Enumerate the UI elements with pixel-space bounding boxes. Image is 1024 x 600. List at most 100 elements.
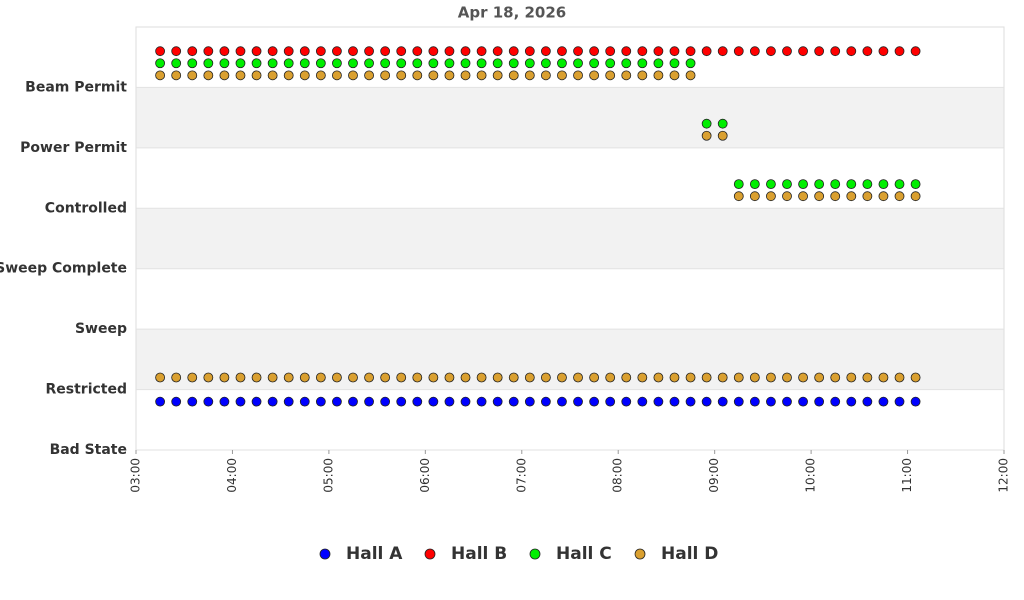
point xyxy=(669,46,680,57)
point xyxy=(155,372,166,383)
point xyxy=(894,179,905,190)
point xyxy=(637,372,648,383)
point xyxy=(589,396,600,407)
point xyxy=(315,58,326,69)
point xyxy=(766,179,776,190)
point xyxy=(444,46,455,57)
point xyxy=(846,191,857,202)
point xyxy=(540,46,551,57)
y-tick-label: Sweep xyxy=(75,321,127,337)
point xyxy=(155,58,166,69)
point xyxy=(524,372,535,383)
point xyxy=(444,396,455,407)
point xyxy=(476,58,487,69)
point xyxy=(798,396,808,407)
point xyxy=(348,58,358,69)
point xyxy=(299,70,310,81)
point xyxy=(605,70,616,81)
point xyxy=(219,396,230,407)
point xyxy=(187,58,198,69)
point xyxy=(557,372,567,383)
point xyxy=(605,396,616,407)
point xyxy=(782,396,792,407)
point xyxy=(460,58,471,69)
point xyxy=(557,58,567,69)
point xyxy=(396,372,407,383)
point xyxy=(862,179,873,190)
point xyxy=(910,372,921,383)
point xyxy=(203,372,214,383)
point xyxy=(251,396,262,407)
point xyxy=(782,179,792,190)
point xyxy=(219,46,230,57)
point xyxy=(428,46,439,57)
point xyxy=(573,58,583,69)
x-tick-label: 11:00 xyxy=(900,458,914,493)
point xyxy=(492,46,503,57)
point xyxy=(701,46,712,57)
point xyxy=(235,396,246,407)
point xyxy=(862,396,873,407)
point xyxy=(508,70,519,81)
point xyxy=(283,396,294,407)
x-tick-label: 08:00 xyxy=(611,458,625,493)
point xyxy=(283,372,294,383)
x-tick-label: 03:00 xyxy=(129,458,143,493)
point xyxy=(476,46,487,57)
point xyxy=(749,46,760,57)
point xyxy=(830,179,841,190)
legend-marker xyxy=(634,548,646,560)
point xyxy=(573,46,583,57)
point xyxy=(589,46,600,57)
point xyxy=(878,191,889,202)
point xyxy=(862,372,873,383)
point xyxy=(380,58,391,69)
point xyxy=(540,372,551,383)
point xyxy=(621,70,632,81)
point xyxy=(412,372,423,383)
x-tick-label: 06:00 xyxy=(418,458,432,493)
legend-label: Hall A xyxy=(346,544,403,564)
point xyxy=(364,372,374,383)
point xyxy=(717,396,728,407)
point xyxy=(733,179,744,190)
point xyxy=(348,396,358,407)
point xyxy=(299,372,310,383)
point xyxy=(508,46,519,57)
point xyxy=(749,396,760,407)
point xyxy=(685,372,696,383)
point xyxy=(299,396,310,407)
point xyxy=(428,58,439,69)
point xyxy=(171,372,182,383)
point xyxy=(203,58,214,69)
point xyxy=(332,372,342,383)
point xyxy=(364,396,374,407)
point xyxy=(235,70,246,81)
point xyxy=(669,70,680,81)
point xyxy=(798,46,808,57)
point xyxy=(846,396,857,407)
y-tick-label: Sweep Complete xyxy=(0,261,127,277)
point xyxy=(219,372,230,383)
point xyxy=(862,191,873,202)
point xyxy=(798,179,808,190)
point xyxy=(315,46,326,57)
point xyxy=(910,46,921,57)
point xyxy=(814,396,825,407)
point xyxy=(267,372,278,383)
point xyxy=(155,396,166,407)
point xyxy=(798,372,808,383)
point xyxy=(685,46,696,57)
point xyxy=(187,46,198,57)
x-tick-label: 10:00 xyxy=(804,458,818,493)
point xyxy=(380,46,391,57)
point xyxy=(894,46,905,57)
x-tick-label: 05:00 xyxy=(321,458,335,493)
point xyxy=(733,46,744,57)
point xyxy=(637,396,648,407)
point xyxy=(348,372,358,383)
band xyxy=(136,87,1004,148)
point xyxy=(701,130,712,141)
point xyxy=(766,396,776,407)
point xyxy=(396,46,407,57)
